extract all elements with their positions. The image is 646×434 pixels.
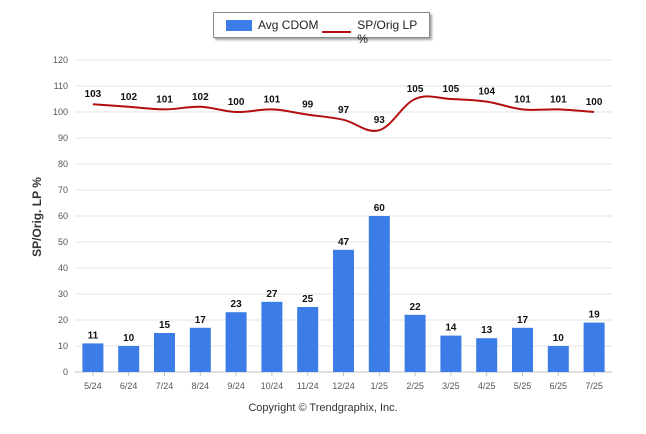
bar[interactable]: [404, 314, 426, 372]
x-tick-label: 9/24: [227, 381, 245, 391]
legend-item-avg-cdom[interactable]: Avg CDOM: [226, 18, 318, 32]
y-tick-label: 60: [58, 211, 68, 221]
y-tick-label: 50: [58, 237, 68, 247]
bar[interactable]: [189, 327, 211, 372]
line-series: [92, 95, 595, 132]
bar[interactable]: [333, 249, 354, 372]
x-tick-label: 1/25: [371, 381, 389, 391]
line-data-label: 105: [443, 84, 460, 95]
y-tick-label: 10: [58, 341, 68, 351]
x-tick-label: 4/25: [478, 381, 496, 391]
legend-line-swatch: [322, 31, 352, 33]
bar-data-label: 23: [231, 299, 243, 310]
x-tick-label: 8/24: [192, 381, 210, 391]
y-tick-labels: 0 10 20 30 40 50 60 70 80 90 100 110 120: [53, 55, 68, 377]
x-tick-label: 2/25: [406, 381, 424, 391]
bar[interactable]: [583, 322, 605, 372]
bar[interactable]: [297, 307, 319, 372]
bar[interactable]: [225, 312, 247, 372]
bar-data-label: 22: [410, 302, 422, 313]
legend-item-sp-orig-lp[interactable]: SP/Orig LP %: [322, 18, 429, 46]
legend-bar-label: Avg CDOM: [258, 18, 319, 32]
bar-data-label: 47: [338, 237, 350, 248]
legend-line-label: SP/Orig LP %: [357, 18, 417, 46]
bar-data-label: 17: [517, 315, 529, 326]
line-data-label: 93: [374, 115, 386, 126]
bar-data-label: 19: [589, 310, 601, 321]
bar-series: [82, 216, 605, 372]
bar[interactable]: [476, 338, 498, 372]
y-tick-label: 110: [54, 81, 68, 91]
y-tick-label: 80: [58, 159, 68, 169]
line-data-label: 101: [264, 94, 281, 105]
x-tick-label: 5/25: [514, 381, 532, 391]
y-tick-label: 100: [53, 107, 68, 117]
y-tick-label: 90: [58, 133, 68, 143]
bar[interactable]: [547, 346, 569, 372]
bar-data-label: 10: [123, 333, 135, 344]
y-tick-label: 40: [58, 263, 68, 273]
x-tick-label: 7/25: [585, 381, 603, 391]
line-data-labels: 103 102 101 102 100 101 99 97 93 105 105 104 101 101 1…: [85, 84, 603, 126]
bar-data-label: 10: [553, 333, 565, 344]
copyright-text: Copyright © Trendgraphix, Inc.: [248, 402, 398, 414]
bar-data-label: 15: [159, 320, 171, 331]
bar[interactable]: [512, 327, 533, 372]
legend: Avg CDOM SP/Orig LP %: [213, 12, 430, 46]
legend-bar-swatch: [226, 19, 252, 31]
x-tick-labels: 5/24 6/24 7/24 8/24 9/24 10/24 11/24 12/24 1/25 2…: [84, 372, 603, 391]
line-data-label: 97: [338, 105, 350, 116]
line-data-label: 101: [550, 94, 567, 105]
bar-data-label: 60: [374, 203, 386, 214]
line-data-label: 100: [586, 97, 603, 108]
y-tick-label: 70: [58, 185, 68, 195]
x-tick-label: 11/24: [297, 381, 319, 391]
bar[interactable]: [118, 346, 140, 372]
x-tick-label: 6/25: [550, 381, 568, 391]
bar-data-labels: 11 10 15 17 23 27 25 47 60 22 14 13 17 10 19: [88, 203, 600, 344]
bar[interactable]: [261, 301, 283, 372]
sp-orig-lp-line[interactable]: [92, 95, 595, 132]
y-tick-label: 20: [58, 315, 68, 325]
bar-data-label: 17: [195, 315, 207, 326]
line-data-label: 101: [156, 94, 173, 105]
bar-data-label: 25: [302, 294, 314, 305]
line-data-label: 100: [228, 97, 245, 108]
y-tick-label: 0: [63, 367, 68, 377]
x-tick-label: 5/24: [84, 381, 102, 391]
line-data-label: 99: [302, 100, 314, 111]
bar[interactable]: [440, 335, 462, 372]
bar[interactable]: [82, 343, 104, 372]
x-tick-label: 12/24: [332, 381, 355, 391]
line-data-label: 105: [407, 84, 424, 95]
bar-data-label: 13: [481, 325, 493, 336]
bar-data-label: 11: [88, 330, 99, 341]
y-tick-label: 120: [53, 55, 68, 65]
line-data-label: 104: [478, 87, 495, 98]
bar[interactable]: [154, 333, 175, 372]
line-data-label: 102: [120, 92, 137, 103]
line-data-label: 101: [514, 94, 531, 105]
bar-data-label: 27: [266, 289, 278, 300]
x-tick-label: 10/24: [261, 381, 284, 391]
y-tick-label: 30: [58, 289, 68, 299]
line-data-label: 102: [192, 92, 209, 103]
bar-data-label: 14: [445, 323, 457, 334]
line-data-label: 103: [85, 89, 102, 100]
x-tick-label: 3/25: [442, 381, 460, 391]
x-tick-label: 7/24: [156, 381, 174, 391]
bar[interactable]: [368, 216, 390, 372]
x-tick-label: 6/24: [120, 381, 138, 391]
